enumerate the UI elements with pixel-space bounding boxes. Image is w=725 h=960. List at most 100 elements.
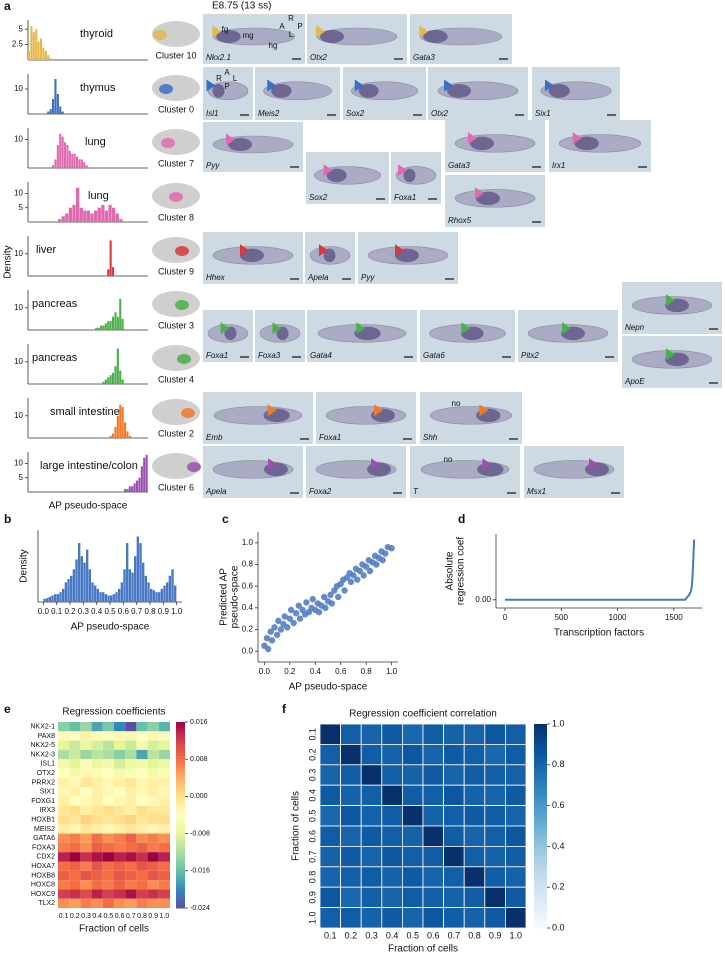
- heatmap-cell: [114, 722, 126, 732]
- histogram-bar: [49, 109, 52, 114]
- heatmap-cell: [136, 842, 148, 853]
- in-situ-image: Pitx2: [518, 310, 618, 362]
- heatmap-cell: [58, 861, 70, 871]
- heatmap-cell: [401, 846, 424, 868]
- heatmap-cell: [422, 764, 445, 786]
- heatmap-cell: [91, 842, 103, 853]
- row-label: MEIS2: [34, 826, 55, 833]
- heatmap-cell: [484, 723, 506, 745]
- annotation: L: [289, 30, 294, 39]
- y-tick-label: 10: [14, 249, 23, 258]
- heatmap-cell: [484, 744, 506, 766]
- heatmap-cell: [340, 723, 362, 745]
- heatmap-cell: [102, 815, 114, 825]
- arrowhead: [398, 164, 407, 177]
- y-axis-label: Density: [19, 549, 30, 582]
- heatmap-cell: [136, 805, 148, 815]
- histogram-bar: [124, 489, 127, 492]
- y-tick-label: 10: [14, 189, 23, 198]
- histogram-bar: [112, 207, 116, 222]
- stain: [323, 248, 336, 263]
- heatmap-cell: [319, 825, 342, 847]
- heatmap-cell: [319, 886, 342, 909]
- heatmap-cell: [58, 731, 70, 741]
- heatmap-cell: [102, 740, 114, 750]
- colorbar-swatch: [534, 894, 547, 898]
- arrowhead: [545, 79, 554, 92]
- cluster-label: Cluster 3: [158, 320, 194, 330]
- colorbar-swatch: [534, 914, 547, 919]
- stain: [476, 191, 500, 206]
- histogram-bar: [67, 579, 70, 602]
- row-label: 0.8: [307, 871, 317, 884]
- heatmap-cell: [504, 866, 527, 888]
- in-situ-image: Apela: [305, 232, 355, 284]
- heatmap-cell: [401, 907, 424, 929]
- panel-label: a: [4, 0, 11, 13]
- heatmap-cell: [80, 759, 92, 769]
- heatmap-cell: [69, 787, 81, 797]
- heatmap-cell: [136, 815, 148, 825]
- x-tick-label: 1000: [609, 613, 627, 622]
- x-axis-label: Fraction of cells: [388, 944, 458, 955]
- gene-label: Otx2: [431, 109, 448, 118]
- histogram-bar: [144, 575, 148, 602]
- x-axis-label: AP pseudo-space: [49, 501, 128, 512]
- colorbar-swatch: [176, 762, 185, 766]
- heatmap-cell: [147, 898, 159, 908]
- heatmap-cell: [136, 898, 148, 908]
- colorbar-swatch: [534, 924, 547, 929]
- histogram-bar: [102, 381, 105, 384]
- row-label: 0.9: [307, 891, 317, 904]
- heatmap-cell: [422, 805, 445, 827]
- heatmap-cell: [504, 805, 527, 827]
- image-background: [203, 67, 253, 120]
- heatmap-cell: [443, 723, 465, 745]
- arrowhead: [354, 79, 364, 92]
- panel-label: d: [458, 512, 465, 526]
- histogram-bar: [59, 133, 62, 168]
- heatmap-cell: [80, 740, 92, 750]
- heatmap-cell: [360, 764, 383, 786]
- colorbar-swatch: [534, 785, 547, 790]
- heatmap-cell: [319, 805, 342, 827]
- heatmap-cell: [147, 842, 159, 853]
- histogram-bar: [116, 415, 119, 438]
- histogram-bar: [171, 569, 174, 602]
- stain: [216, 30, 241, 43]
- in-situ-image: Gata4: [307, 310, 417, 362]
- image-background: [532, 67, 620, 120]
- histogram-bar: [35, 29, 38, 60]
- histogram-bar: [116, 316, 119, 330]
- colorbar-swatch: [176, 827, 185, 831]
- stain: [470, 136, 494, 151]
- y-axis-label: pseudo-space: [230, 565, 241, 628]
- colorbar-tick-label: 0.000: [190, 793, 208, 800]
- heatmap-cell: [114, 787, 126, 797]
- gene-label: Meis2: [258, 109, 280, 118]
- histogram-bar: [80, 159, 83, 168]
- histogram-bar: [42, 47, 45, 60]
- column-label: 0.8: [137, 913, 147, 920]
- colorbar-swatch: [176, 824, 185, 828]
- heatmap-cell: [401, 744, 424, 766]
- colorbar-swatch: [534, 737, 547, 742]
- colorbar-swatch: [176, 756, 185, 760]
- colorbar-swatch: [176, 771, 185, 776]
- colorbar-swatch: [534, 761, 547, 766]
- gene-label: Foxa3: [258, 351, 281, 360]
- heatmap-cell: [58, 889, 70, 899]
- heatmap-cell: [504, 764, 527, 786]
- histogram-bar: [91, 582, 94, 602]
- colorbar-swatch: [176, 815, 185, 819]
- scatter-point: [264, 645, 272, 653]
- heatmap-cell: [463, 784, 486, 807]
- histogram-bar: [112, 267, 115, 276]
- colorbar-swatch: [534, 853, 547, 858]
- heatmap-cell: [69, 740, 81, 750]
- heatmap-cell: [422, 846, 445, 868]
- y-tick-label: 0.2: [242, 625, 254, 634]
- row-label: HOXC8: [31, 882, 55, 889]
- heatmap-cell: [147, 796, 159, 806]
- colorbar-tick-label: 0.0: [552, 922, 565, 932]
